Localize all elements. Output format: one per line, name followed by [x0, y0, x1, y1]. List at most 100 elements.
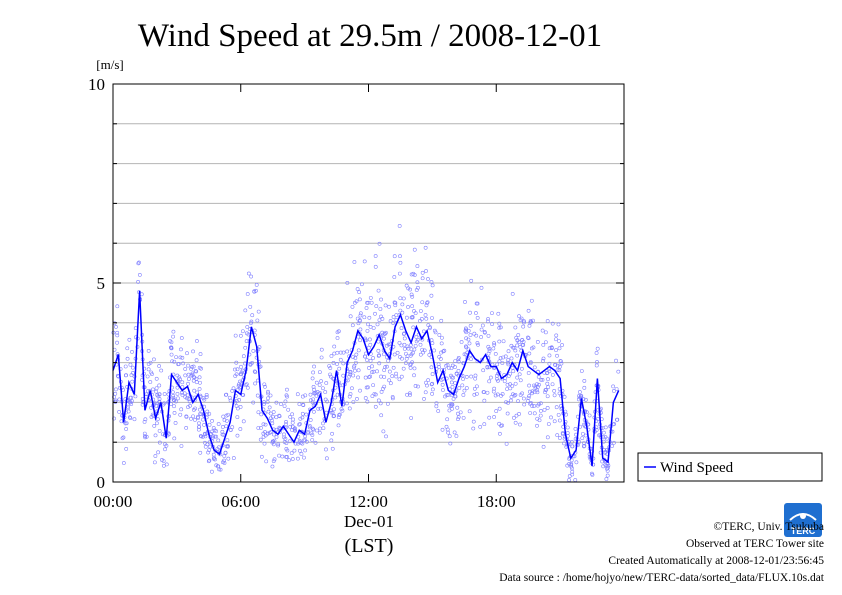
sample-point: [605, 473, 610, 478]
sample-point: [497, 406, 502, 411]
sample-point: [573, 478, 578, 482]
sample-point: [235, 433, 240, 438]
sample-point: [169, 352, 174, 357]
sample-point: [146, 349, 151, 353]
sample-point: [410, 304, 415, 309]
sample-point: [351, 355, 355, 359]
sample-point: [529, 346, 534, 351]
sample-point: [324, 447, 328, 452]
sample-point: [482, 398, 487, 403]
sample-point: [336, 415, 341, 420]
sample-point: [426, 378, 431, 383]
y-tick-label: 5: [97, 274, 106, 293]
sample-point: [259, 454, 264, 459]
sample-point: [476, 342, 480, 347]
sample-point: [383, 303, 388, 308]
sample-point: [287, 439, 292, 444]
sample-point: [210, 435, 215, 440]
sample-point: [553, 362, 558, 367]
sample-point: [428, 325, 432, 330]
sample-point: [222, 454, 227, 458]
sample-point: [225, 444, 230, 448]
sample-point: [520, 391, 524, 396]
sample-point: [410, 360, 415, 365]
sample-point: [478, 424, 483, 429]
sample-point: [190, 365, 194, 369]
terc-logo-badge: [784, 503, 822, 537]
sample-point: [543, 330, 548, 335]
sample-point: [385, 401, 390, 406]
sample-point: [173, 421, 178, 425]
sample-point: [528, 411, 533, 415]
sample-point: [498, 356, 503, 361]
sample-point: [112, 416, 116, 421]
sample-point: [179, 347, 183, 352]
sample-point: [274, 435, 279, 439]
sample-point: [569, 463, 574, 468]
sample-point: [390, 395, 395, 399]
sample-point: [115, 333, 120, 338]
sample-point: [324, 381, 329, 385]
sample-point: [526, 371, 531, 375]
sample-point: [353, 368, 357, 373]
sample-point: [412, 373, 416, 378]
sample-point: [472, 331, 477, 336]
sample-point: [157, 364, 162, 368]
x-tick-label: 00:00: [94, 492, 133, 511]
sample-point: [429, 365, 434, 370]
sample-point: [274, 415, 279, 420]
sample-point: [113, 399, 118, 404]
sample-point: [540, 328, 545, 333]
sample-point: [235, 406, 240, 411]
sample-point: [332, 351, 337, 356]
sample-point: [474, 384, 479, 389]
sample-point: [475, 341, 480, 345]
sample-point: [413, 311, 418, 316]
sample-point: [241, 419, 246, 424]
sample-point: [356, 321, 361, 326]
sample-point: [130, 365, 135, 370]
sample-point: [536, 374, 541, 379]
sample-point: [297, 438, 302, 443]
sample-point: [265, 400, 270, 404]
sample-point: [238, 333, 243, 338]
sample-point: [208, 444, 213, 449]
sample-point: [400, 310, 405, 315]
sample-point: [382, 336, 386, 341]
sample-point: [289, 451, 294, 456]
sample-point: [144, 434, 149, 439]
sample-point: [555, 368, 560, 372]
sample-point: [206, 459, 211, 464]
sample-point: [508, 386, 513, 391]
sample-point: [375, 322, 380, 327]
sample-point: [186, 397, 191, 402]
sample-point: [464, 374, 469, 379]
sample-point: [545, 381, 550, 386]
sample-point: [436, 362, 441, 367]
sample-point: [482, 330, 487, 335]
sample-point: [172, 404, 176, 409]
sample-point: [180, 355, 185, 360]
sample-point: [545, 319, 550, 323]
sample-point: [404, 351, 408, 356]
sample-point: [415, 264, 420, 268]
sample-point: [172, 436, 177, 441]
sample-point: [371, 326, 376, 330]
sample-point: [502, 379, 507, 384]
sample-point: [449, 375, 454, 380]
sample-point: [406, 346, 411, 351]
sample-point: [203, 444, 208, 449]
sample-point: [382, 375, 387, 379]
sample-point: [506, 360, 510, 365]
sample-point: [538, 413, 543, 418]
sample-point: [388, 381, 393, 386]
sample-point: [295, 456, 300, 461]
sample-point: [471, 419, 476, 424]
sample-point: [123, 364, 128, 369]
sample-point: [590, 471, 594, 476]
sample-point: [222, 418, 227, 422]
sample-point: [447, 403, 452, 408]
sample-point: [550, 321, 555, 326]
sample-point: [318, 426, 322, 431]
sample-point: [120, 436, 125, 441]
